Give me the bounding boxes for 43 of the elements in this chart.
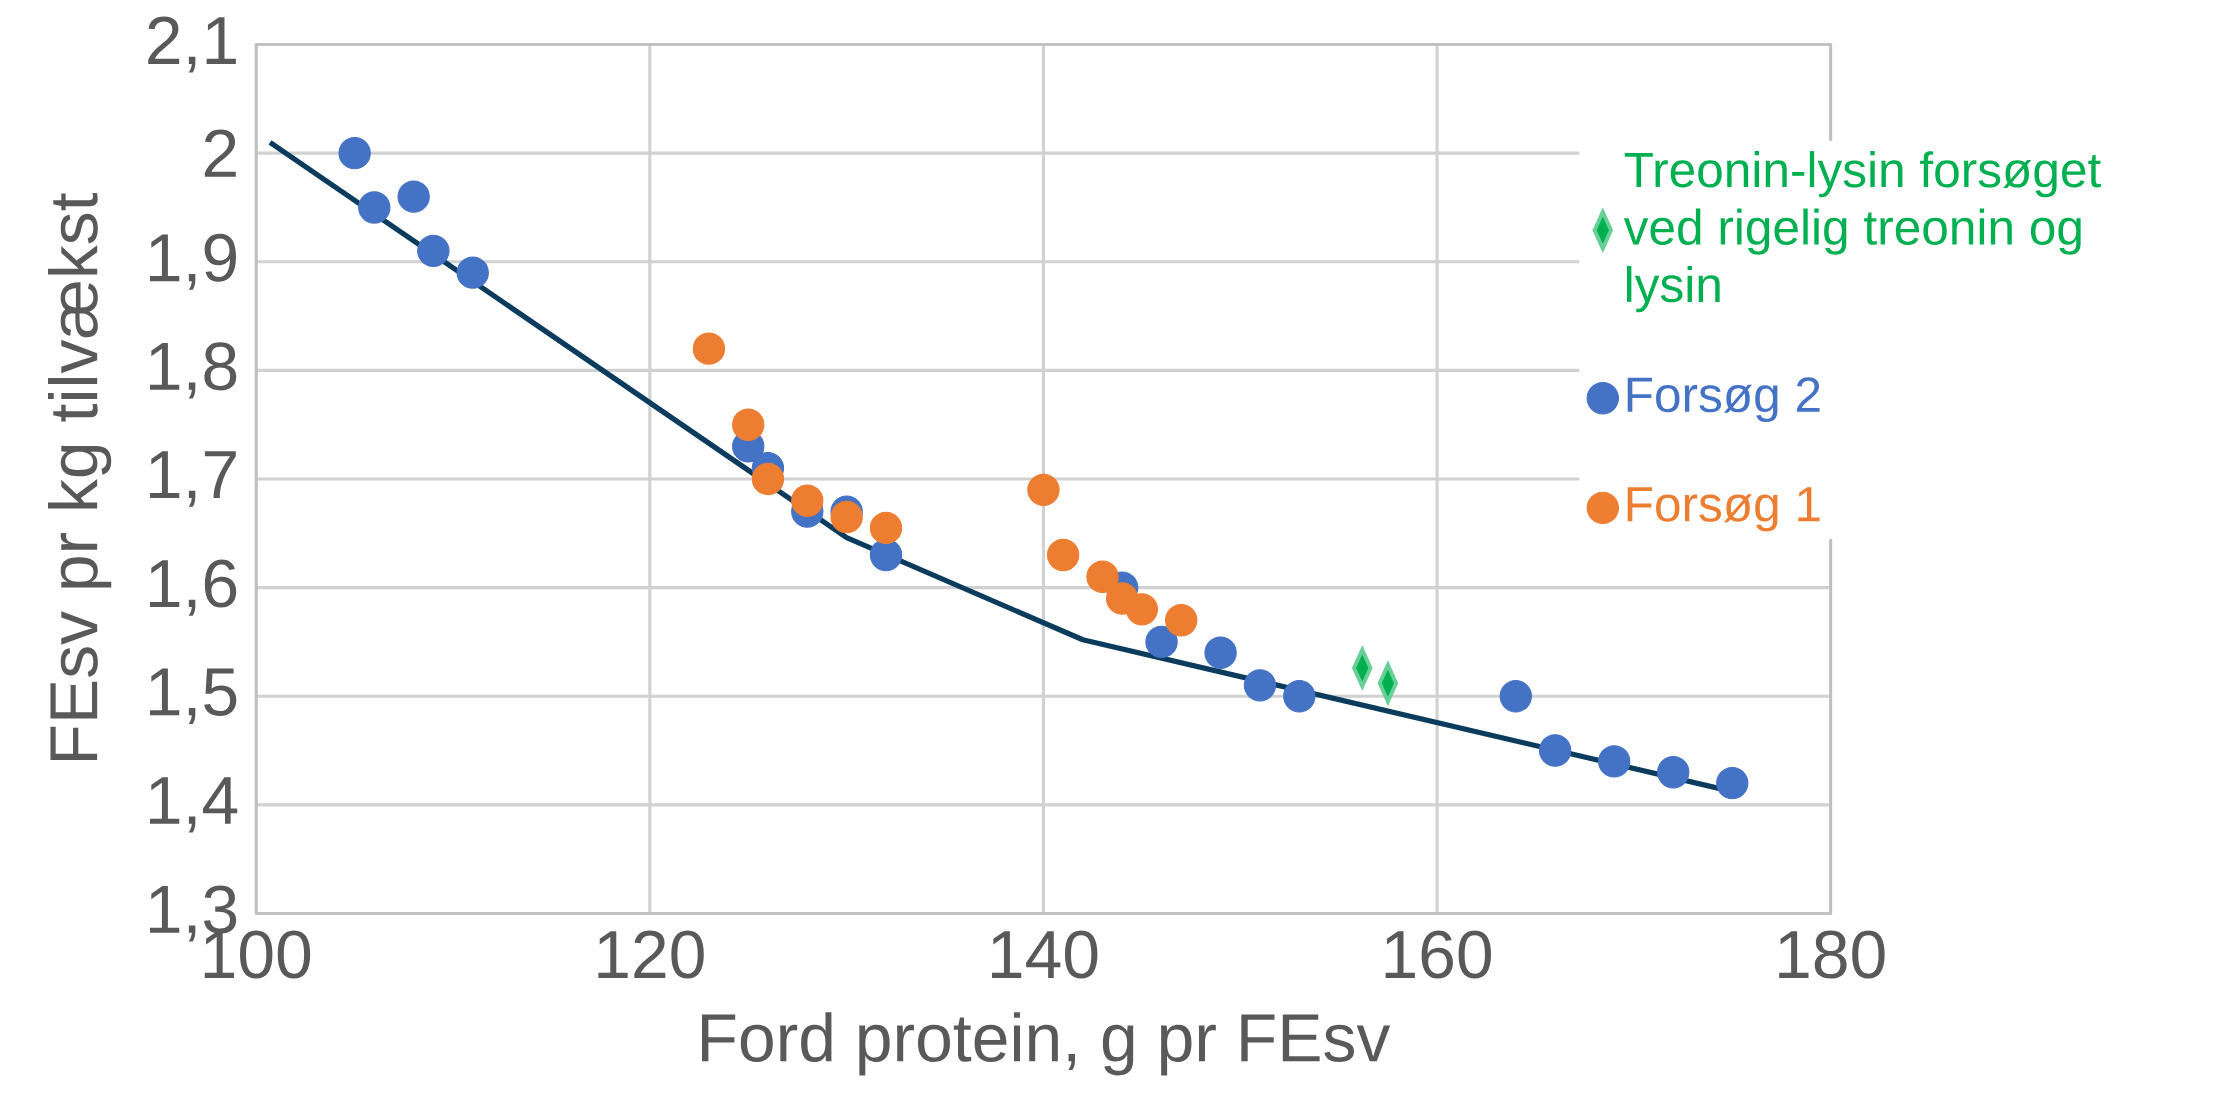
point (1125, 593, 1159, 626)
point (1598, 745, 1631, 778)
y-tick-label: 1,5 (150, 668, 237, 725)
point (751, 463, 785, 496)
y-axis-title: FEsv pr kg tilvækst (48, 193, 112, 761)
point (338, 137, 371, 170)
point (1027, 473, 1060, 507)
point (1243, 669, 1277, 702)
x-tick-label: 140 (992, 930, 1098, 979)
point (397, 180, 430, 214)
point (1538, 734, 1572, 767)
point (1657, 756, 1690, 789)
point (1145, 625, 1178, 659)
x-axis-title: Ford protein, g pr FEsv (702, 1012, 1391, 1076)
y-tick-label: 1,6 (150, 559, 237, 616)
point (830, 501, 863, 534)
y-tick-label: 1,7 (150, 451, 236, 507)
point (358, 191, 391, 224)
y-tick-label: 1,8 (150, 342, 237, 399)
legend-label: Forsøg 1 (1627, 487, 1820, 532)
x-tick-label: 180 (1779, 930, 1885, 979)
x-tick-label: 120 (598, 930, 704, 979)
point (456, 256, 489, 290)
y-tick-label: 1,4 (150, 777, 238, 833)
point (791, 484, 824, 518)
point (869, 539, 903, 572)
point (1283, 680, 1316, 713)
legend-label: Forsøg 2 (1627, 377, 1820, 423)
point (732, 408, 765, 442)
point (1716, 767, 1749, 800)
point (1204, 636, 1237, 670)
point (1499, 680, 1532, 713)
point (692, 332, 726, 366)
y-tick-label: 2 (204, 129, 236, 178)
point (1046, 539, 1080, 572)
legend-label: Treonin-lysin forsøget ved rigelig treonin og lysin (1623, 151, 2101, 313)
point (1165, 604, 1198, 637)
point (869, 511, 903, 545)
point (1086, 560, 1119, 594)
y-tick-label: 1,9 (150, 233, 236, 291)
x-tick-label: 160 (1385, 930, 1492, 979)
y-tick-label: 2,1 (148, 16, 236, 73)
point (417, 234, 450, 268)
